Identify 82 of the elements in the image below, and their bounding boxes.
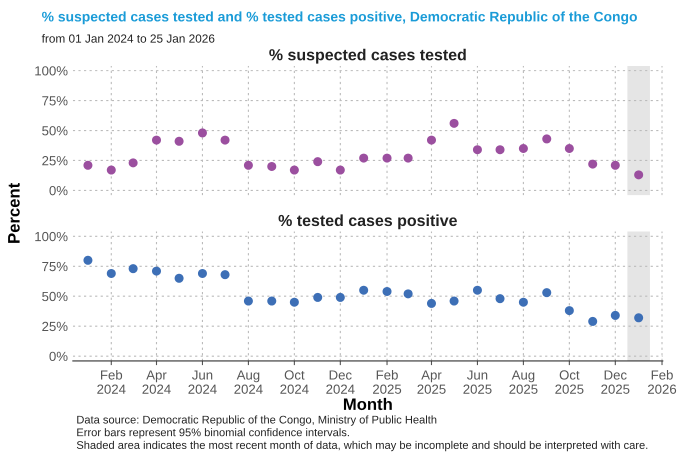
point	[336, 292, 345, 302]
point	[152, 266, 161, 276]
point	[174, 136, 184, 146]
point	[313, 157, 322, 166]
x-tick-label: Feb 2024	[97, 370, 126, 394]
x-tick-label: Feb 2025	[373, 370, 402, 394]
y-tick-label: 0%	[49, 352, 68, 362]
point	[267, 296, 276, 306]
x-tick-label: Apr 2024	[142, 370, 171, 394]
x-tick-label: Dec 2025	[601, 370, 630, 394]
chart-subtitle: from 01 Jan 2024 to 25 Jan 2026	[42, 34, 214, 43]
point	[588, 160, 598, 169]
x-tick-label: Aug 2024	[234, 370, 263, 394]
x-tick-label: Jun 2025	[463, 370, 492, 394]
point	[472, 145, 482, 154]
y-tick-label: 50%	[42, 292, 68, 302]
point	[128, 158, 138, 168]
y-axis-title: Percent	[8, 183, 20, 243]
x-tick-label: Apr 2025	[417, 370, 446, 394]
point	[244, 296, 253, 306]
point	[267, 162, 276, 171]
point	[83, 256, 92, 265]
point	[106, 166, 116, 175]
point	[588, 316, 598, 326]
point	[634, 313, 644, 322]
x-tick-label: Oct 2025	[555, 370, 584, 394]
point	[564, 306, 574, 316]
x-tick-label: Feb 2026	[648, 370, 676, 394]
point	[634, 170, 644, 180]
point	[426, 298, 436, 308]
point	[313, 292, 322, 302]
point	[542, 134, 552, 144]
source-note: Data source: Democratic Republic of the Congo, Ministry of Public Health	[77, 415, 436, 426]
point	[220, 136, 230, 145]
point	[359, 154, 368, 163]
point	[496, 294, 505, 304]
x-axis-title: Month	[344, 398, 392, 410]
y-tick-label: 100%	[35, 66, 68, 76]
point	[198, 268, 207, 278]
point	[404, 154, 413, 163]
x-tick-label: Dec 2024	[326, 370, 355, 394]
point	[220, 270, 230, 280]
point	[610, 160, 620, 170]
point	[404, 289, 413, 298]
y-tick-label: 0%	[49, 186, 68, 196]
point	[426, 136, 436, 145]
point	[198, 128, 207, 138]
point	[152, 136, 161, 145]
text: % suspected cases tested	[269, 48, 466, 64]
point	[542, 288, 552, 298]
point	[128, 264, 138, 274]
point	[83, 160, 92, 170]
chart-title: % suspected cases tested and % tested cases positive, Democratic Republic of the Congo	[42, 11, 637, 24]
point	[564, 144, 574, 153]
y-tick-label: 75%	[42, 96, 68, 106]
y-tick-label: 25%	[42, 156, 68, 166]
point	[450, 296, 459, 306]
point	[518, 144, 528, 153]
y-tick-label: 75%	[42, 262, 68, 272]
point	[450, 118, 459, 128]
point	[610, 310, 620, 320]
x-tick-label: Aug 2025	[509, 370, 538, 394]
text: Error bars represent 95% binomial confidence intervals.	[77, 428, 349, 438]
y-tick-label: 25%	[42, 322, 68, 332]
point	[290, 166, 299, 175]
point	[106, 268, 116, 278]
point	[290, 298, 299, 307]
point	[518, 298, 528, 307]
point	[496, 145, 505, 154]
y-tick-label: 100%	[35, 232, 68, 242]
y-tick-label: 50%	[42, 126, 68, 136]
point	[244, 160, 253, 170]
x-tick-label: Jun 2024	[188, 370, 217, 394]
point	[382, 154, 392, 163]
point	[472, 286, 482, 295]
point	[174, 274, 184, 283]
point	[359, 286, 368, 295]
point	[336, 166, 345, 175]
point	[382, 286, 392, 296]
text: % tested cases positive	[278, 214, 457, 230]
text: Shaded area indicates the most recent month of data, which may be incomplete and should be interpreted with care.	[76, 440, 648, 452]
x-tick-label: Oct 2024	[280, 370, 309, 394]
